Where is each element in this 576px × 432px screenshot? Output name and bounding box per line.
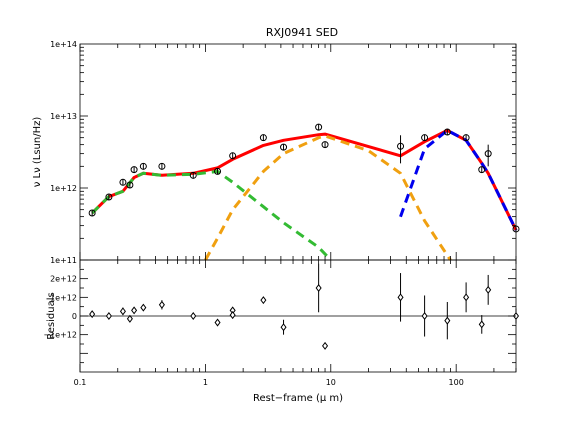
- sed-data-points: [88, 123, 520, 233]
- x-tick-label: 0.1: [74, 378, 87, 387]
- residuals-y-axis-label: Residuals: [46, 292, 57, 339]
- model-curve-1: [91, 169, 332, 262]
- sed-y-tick-label: 1e+14: [50, 40, 77, 49]
- residual-point-5: [140, 303, 147, 312]
- sed-y-tick-label: 1e+11: [50, 256, 77, 265]
- x-axis-label: Rest−frame (μ m): [253, 393, 343, 404]
- sed-y-axis-label: ν Lν (Lsun/Hz): [32, 117, 43, 188]
- residuals-panel: −1e+12 0 1e+12 2e+12 0.1 1 10 100 Residuals: [43, 259, 520, 387]
- residual-point-11: [260, 296, 267, 305]
- residual-point-19: [478, 320, 485, 329]
- residual-point-10: [229, 311, 236, 320]
- residual-data-points: [89, 263, 520, 350]
- residual-point-17: [444, 316, 451, 325]
- sed-x-axis-ticks: [79, 44, 517, 260]
- model-curve-2: [204, 134, 452, 261]
- residuals-y-axis-ticks: −1e+12 0 1e+12 2e+12: [43, 268, 516, 364]
- sed-y-tick-label: 1e+13: [50, 112, 77, 121]
- residual-point-2: [119, 307, 126, 316]
- residuals-y-tick-label: 0: [72, 312, 77, 321]
- residual-point-6: [158, 300, 165, 309]
- residual-point-15: [397, 293, 404, 302]
- residual-point-4: [131, 306, 138, 315]
- residuals-y-tick-label: −1e+12: [43, 331, 77, 340]
- residual-point-16: [421, 311, 428, 321]
- residual-point-3: [126, 314, 133, 323]
- residual-point-7: [190, 311, 197, 321]
- residual-point-12: [280, 323, 287, 332]
- residual-point-8: [214, 318, 221, 327]
- chart-title: RXJ0941 SED: [266, 26, 338, 39]
- residual-point-14: [322, 341, 329, 350]
- residuals-y-tick-label: 2e+12: [50, 275, 77, 284]
- residuals-y-tick-label: 1e+12: [50, 293, 77, 302]
- sed-y-axis-ticks: 1e+11 1e+12 1e+13 1e+14: [50, 40, 516, 265]
- sed-panel: 1e+11 1e+12 1e+13 1e+14 ν Lν (Lsun/Hz): [32, 40, 520, 265]
- x-tick-label: 10: [326, 378, 336, 387]
- residual-point-13: [315, 283, 322, 293]
- sed-y-tick-label: 1e+12: [50, 184, 77, 193]
- residual-point-1: [105, 311, 112, 321]
- residual-point-0: [89, 310, 96, 319]
- x-tick-label: 1: [203, 378, 208, 387]
- residuals-x-axis-ticks: 0.1 1 10 100: [74, 260, 517, 387]
- x-tick-label: 100: [449, 378, 464, 387]
- residual-point-20: [485, 285, 492, 294]
- residual-point-18: [463, 293, 470, 302]
